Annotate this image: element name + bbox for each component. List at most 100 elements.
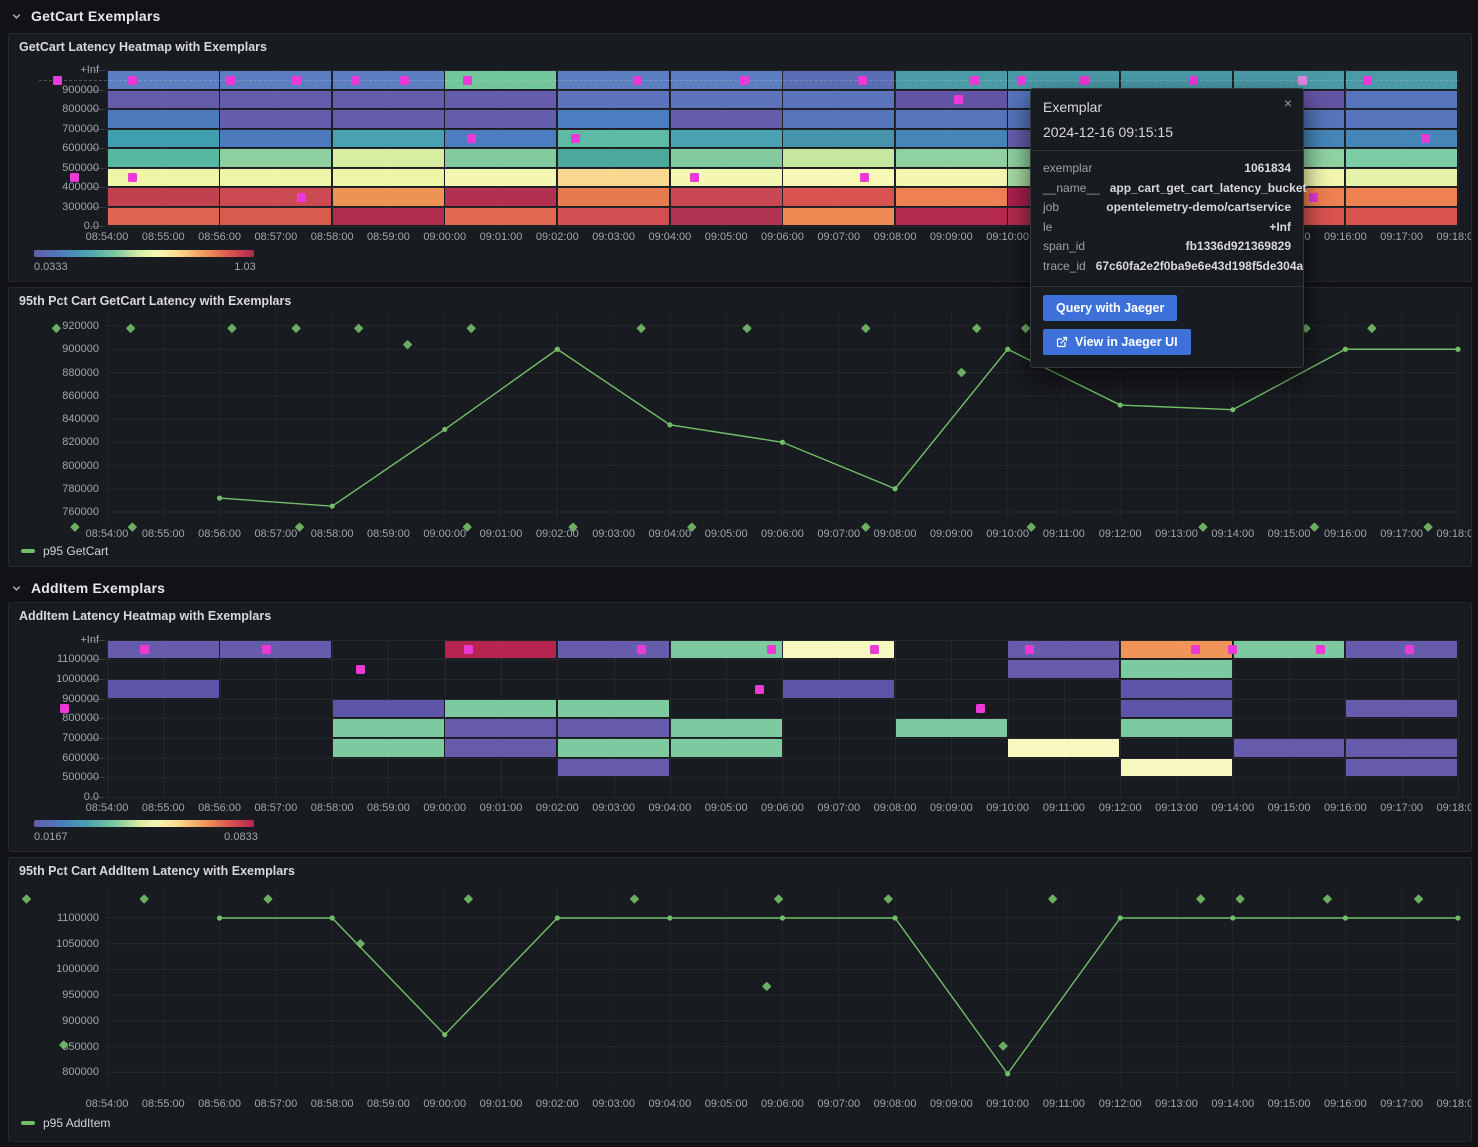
section-header-getcart[interactable]: GetCart Exemplars	[0, 1, 1478, 31]
exemplar-marker[interactable]	[755, 684, 765, 694]
data-point[interactable]	[1230, 407, 1236, 413]
exemplar-diamond[interactable]	[127, 522, 138, 532]
data-point[interactable]	[1005, 1071, 1011, 1077]
exemplar-marker[interactable]	[1308, 192, 1318, 202]
exemplar-marker[interactable]	[262, 645, 272, 654]
exemplar-diamond[interactable]	[1367, 323, 1377, 334]
exemplar-diamond[interactable]	[762, 981, 772, 992]
exemplar-diamond[interactable]	[227, 323, 237, 334]
legend-p95-additem[interactable]: p95 AddItem	[21, 1116, 110, 1130]
exemplar-marker[interactable]	[400, 75, 410, 85]
data-point[interactable]	[1230, 915, 1236, 921]
panel-title-getcart-heatmap[interactable]: GetCart Latency Heatmap with Exemplars	[19, 40, 267, 54]
panel-title-additem-heatmap[interactable]: AddItem Latency Heatmap with Exemplars	[19, 609, 272, 623]
exemplar-marker[interactable]	[1297, 75, 1307, 85]
exemplar-marker[interactable]	[976, 704, 986, 713]
exemplar-diamond[interactable]	[774, 894, 784, 904]
exemplar-marker[interactable]	[127, 173, 137, 182]
exemplar-diamond[interactable]	[139, 894, 149, 904]
chevron-down-icon[interactable]	[11, 11, 22, 22]
exemplar-diamond[interactable]	[861, 522, 871, 532]
exemplar-diamond[interactable]	[354, 323, 364, 334]
exemplar-marker[interactable]	[70, 173, 80, 182]
exemplar-marker[interactable]	[1017, 75, 1027, 85]
exemplar-diamond[interactable]	[568, 522, 578, 532]
exemplar-diamond[interactable]	[1414, 894, 1424, 904]
data-point[interactable]	[1342, 346, 1348, 352]
exemplar-marker[interactable]	[766, 645, 776, 654]
exemplar-marker[interactable]	[1420, 134, 1430, 143]
exemplar-diamond[interactable]	[861, 323, 871, 334]
data-point[interactable]	[216, 915, 223, 921]
exemplar-marker[interactable]	[858, 75, 868, 85]
exemplar-marker[interactable]	[870, 645, 880, 654]
data-point[interactable]	[442, 1032, 448, 1038]
exemplar-marker[interactable]	[127, 75, 137, 85]
exemplar-diamond[interactable]	[291, 323, 301, 334]
exemplar-marker[interactable]	[632, 75, 642, 85]
exemplar-diamond[interactable]	[70, 522, 80, 532]
exemplar-marker[interactable]	[859, 173, 869, 182]
data-point[interactable]	[779, 439, 786, 445]
exemplar-marker[interactable]	[637, 645, 647, 654]
exemplar-marker[interactable]	[296, 192, 306, 202]
view-in-jaeger-button[interactable]: View in Jaeger UI	[1043, 329, 1191, 355]
exemplar-diamond[interactable]	[972, 323, 982, 334]
exemplar-diamond[interactable]	[263, 894, 273, 904]
exemplar-diamond[interactable]	[1048, 894, 1058, 904]
exemplar-diamond[interactable]	[1309, 522, 1320, 532]
panel-title-additem-line[interactable]: 95th Pct Cart AddItem Latency with Exemp…	[19, 864, 296, 878]
exemplar-diamond[interactable]	[355, 939, 365, 949]
exemplar-marker[interactable]	[1189, 75, 1199, 85]
exemplar-diamond[interactable]	[51, 323, 62, 334]
exemplar-diamond[interactable]	[463, 894, 474, 904]
exemplar-diamond[interactable]	[1026, 522, 1036, 532]
data-point[interactable]	[329, 503, 335, 509]
data-point[interactable]	[1005, 346, 1011, 352]
exemplar-diamond[interactable]	[462, 522, 472, 532]
line-chart-canvas[interactable]	[9, 288, 1469, 564]
exemplar-diamond[interactable]	[59, 1040, 69, 1050]
exemplar-diamond[interactable]	[466, 323, 476, 334]
exemplar-diamond[interactable]	[1322, 894, 1333, 904]
exemplar-diamond[interactable]	[687, 522, 697, 532]
data-point[interactable]	[554, 915, 560, 921]
exemplar-marker[interactable]	[351, 75, 361, 85]
legend-p95-getcart[interactable]: p95 GetCart	[21, 544, 108, 558]
exemplar-marker[interactable]	[1315, 645, 1325, 654]
data-point[interactable]	[667, 422, 673, 428]
data-point[interactable]	[554, 346, 560, 352]
exemplar-diamond[interactable]	[998, 1041, 1008, 1051]
exemplar-marker[interactable]	[139, 645, 149, 654]
exemplar-marker[interactable]	[1190, 645, 1200, 654]
exemplar-marker[interactable]	[226, 75, 236, 85]
exemplar-marker[interactable]	[1228, 645, 1238, 654]
exemplar-diamond[interactable]	[629, 894, 640, 904]
data-point[interactable]	[1455, 915, 1461, 921]
data-point[interactable]	[1342, 915, 1348, 921]
exemplar-diamond[interactable]	[403, 340, 413, 350]
section-header-additem[interactable]: AddItem Exemplars	[0, 573, 1478, 603]
data-point[interactable]	[892, 486, 898, 492]
exemplar-diamond[interactable]	[883, 894, 893, 904]
exemplar-diamond[interactable]	[742, 323, 752, 334]
data-point[interactable]	[779, 915, 786, 921]
data-point[interactable]	[1455, 346, 1461, 352]
exemplar-marker[interactable]	[739, 75, 749, 85]
exemplar-marker[interactable]	[291, 75, 301, 85]
exemplar-marker[interactable]	[60, 704, 70, 713]
exemplar-diamond[interactable]	[957, 368, 967, 378]
exemplar-marker[interactable]	[463, 645, 473, 654]
data-point[interactable]	[892, 915, 898, 921]
data-point[interactable]	[329, 915, 335, 921]
exemplar-diamond[interactable]	[636, 323, 646, 334]
exemplar-diamond[interactable]	[1198, 522, 1208, 532]
exemplar-marker[interactable]	[466, 134, 476, 143]
exemplar-marker[interactable]	[1080, 75, 1090, 85]
exemplar-marker[interactable]	[970, 75, 980, 85]
exemplar-diamond[interactable]	[295, 522, 305, 532]
data-point[interactable]	[1117, 915, 1123, 921]
exemplar-diamond[interactable]	[1196, 894, 1206, 904]
exemplar-diamond[interactable]	[1235, 894, 1245, 904]
query-with-jaeger-button[interactable]: Query with Jaeger	[1043, 295, 1178, 321]
